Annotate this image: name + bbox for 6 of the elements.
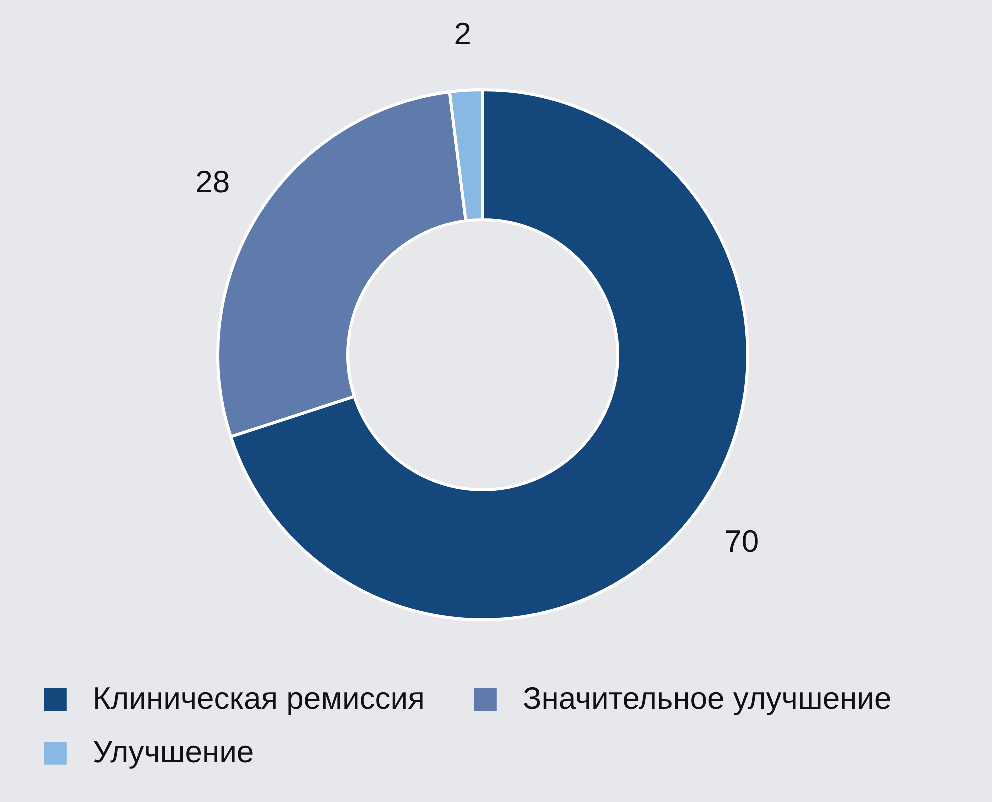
legend-label: Улучшение bbox=[93, 734, 254, 770]
data-label: 70 bbox=[724, 524, 760, 560]
legend-label: Значительное улучшение bbox=[523, 680, 892, 716]
data-label: 28 bbox=[196, 164, 230, 200]
legend-label: Клиническая ремиссия bbox=[93, 680, 425, 716]
data-label: 2 bbox=[454, 16, 472, 52]
